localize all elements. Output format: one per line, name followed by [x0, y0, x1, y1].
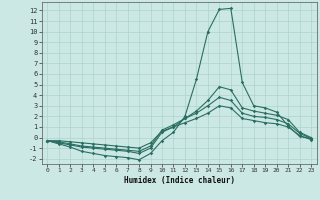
X-axis label: Humidex (Indice chaleur): Humidex (Indice chaleur) — [124, 176, 235, 185]
